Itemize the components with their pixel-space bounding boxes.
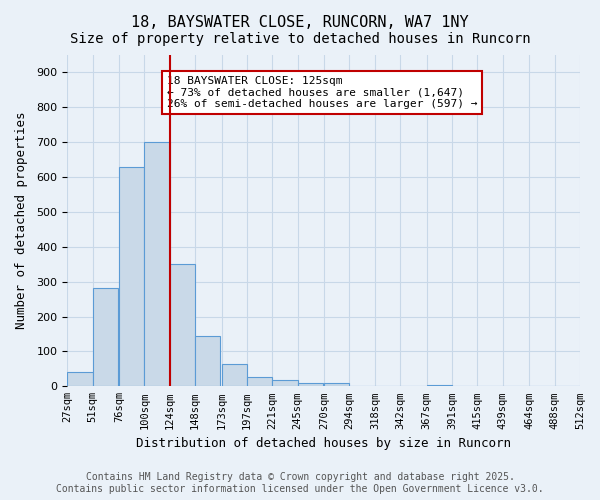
Text: Size of property relative to detached houses in Runcorn: Size of property relative to detached ho… bbox=[70, 32, 530, 46]
Text: Contains HM Land Registry data © Crown copyright and database right 2025.
Contai: Contains HM Land Registry data © Crown c… bbox=[56, 472, 544, 494]
Bar bbox=[221, 364, 247, 386]
Bar bbox=[119, 166, 145, 386]
Bar bbox=[247, 376, 272, 386]
Bar bbox=[145, 142, 170, 386]
Bar bbox=[324, 383, 349, 386]
Bar bbox=[195, 336, 220, 386]
Bar bbox=[298, 383, 323, 386]
Bar bbox=[67, 372, 92, 386]
Y-axis label: Number of detached properties: Number of detached properties bbox=[15, 112, 28, 330]
Bar bbox=[92, 288, 118, 386]
Bar bbox=[272, 380, 298, 386]
Bar bbox=[170, 264, 195, 386]
Bar bbox=[427, 384, 452, 386]
X-axis label: Distribution of detached houses by size in Runcorn: Distribution of detached houses by size … bbox=[136, 437, 511, 450]
Text: 18 BAYSWATER CLOSE: 125sqm
← 73% of detached houses are smaller (1,647)
26% of s: 18 BAYSWATER CLOSE: 125sqm ← 73% of deta… bbox=[167, 76, 477, 109]
Text: 18, BAYSWATER CLOSE, RUNCORN, WA7 1NY: 18, BAYSWATER CLOSE, RUNCORN, WA7 1NY bbox=[131, 15, 469, 30]
